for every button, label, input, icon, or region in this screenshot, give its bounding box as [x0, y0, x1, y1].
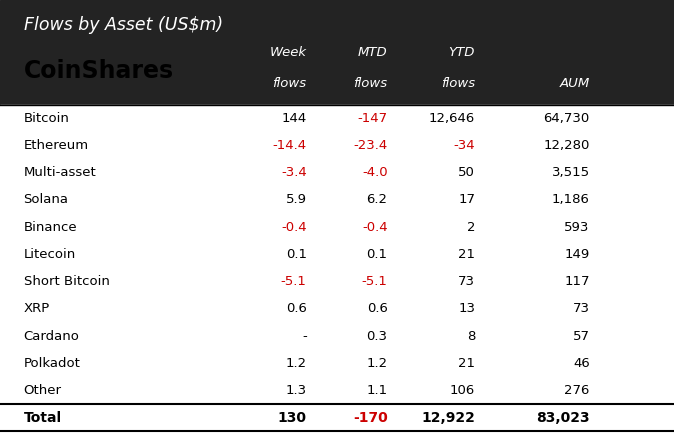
Text: -: -: [302, 330, 307, 343]
Text: Flows by Asset (US$m): Flows by Asset (US$m): [24, 16, 222, 33]
Text: 13: 13: [458, 302, 475, 316]
Bar: [0, 105, 674, 445]
Text: 593: 593: [564, 221, 590, 234]
Text: 64,730: 64,730: [543, 112, 590, 125]
Text: -0.4: -0.4: [281, 221, 307, 234]
Text: 73: 73: [573, 302, 590, 316]
Text: -170: -170: [353, 411, 388, 425]
Text: 0.6: 0.6: [367, 302, 388, 316]
Text: 21: 21: [458, 357, 475, 370]
Text: flows: flows: [272, 77, 307, 90]
Text: 17: 17: [458, 194, 475, 206]
Text: Bitcoin: Bitcoin: [24, 112, 69, 125]
Text: -5.1: -5.1: [281, 275, 307, 288]
Text: 2: 2: [466, 221, 475, 234]
Text: MTD: MTD: [358, 46, 388, 59]
Text: YTD: YTD: [449, 46, 475, 59]
Text: -4.0: -4.0: [362, 166, 388, 179]
Text: 0.1: 0.1: [367, 248, 388, 261]
Text: Ethereum: Ethereum: [24, 139, 89, 152]
Text: Other: Other: [24, 384, 61, 397]
Text: 3,515: 3,515: [551, 166, 590, 179]
Text: Solana: Solana: [24, 194, 69, 206]
Text: Week: Week: [270, 46, 307, 59]
Text: Total: Total: [24, 411, 62, 425]
Text: 149: 149: [565, 248, 590, 261]
Text: 46: 46: [573, 357, 590, 370]
Text: 144: 144: [282, 112, 307, 125]
Text: CoinShares: CoinShares: [24, 59, 174, 83]
Text: -3.4: -3.4: [281, 166, 307, 179]
Text: 1.3: 1.3: [286, 384, 307, 397]
Text: flows: flows: [441, 77, 475, 90]
Text: flows: flows: [353, 77, 388, 90]
Text: -5.1: -5.1: [362, 275, 388, 288]
Bar: [0, 0, 674, 105]
Text: 0.3: 0.3: [367, 330, 388, 343]
Text: 106: 106: [450, 384, 475, 397]
Text: AUM: AUM: [559, 77, 590, 90]
Text: 1.2: 1.2: [286, 357, 307, 370]
Text: -14.4: -14.4: [272, 139, 307, 152]
Text: 83,023: 83,023: [536, 411, 590, 425]
Text: 0.1: 0.1: [286, 248, 307, 261]
Text: 12,646: 12,646: [429, 112, 475, 125]
Text: Short Bitcoin: Short Bitcoin: [24, 275, 109, 288]
Text: 0.6: 0.6: [286, 302, 307, 316]
Text: 12,922: 12,922: [421, 411, 475, 425]
Text: 12,280: 12,280: [543, 139, 590, 152]
Text: -147: -147: [357, 112, 388, 125]
Text: 130: 130: [278, 411, 307, 425]
Text: 1.1: 1.1: [367, 384, 388, 397]
Text: XRP: XRP: [24, 302, 50, 316]
Text: 117: 117: [564, 275, 590, 288]
Text: -0.4: -0.4: [362, 221, 388, 234]
Text: Polkadot: Polkadot: [24, 357, 80, 370]
Text: 276: 276: [564, 384, 590, 397]
Text: 5.9: 5.9: [286, 194, 307, 206]
Text: 21: 21: [458, 248, 475, 261]
Text: 6.2: 6.2: [367, 194, 388, 206]
Text: 1.2: 1.2: [367, 357, 388, 370]
Text: 8: 8: [467, 330, 475, 343]
Text: Multi-asset: Multi-asset: [24, 166, 96, 179]
Text: 73: 73: [458, 275, 475, 288]
Text: Binance: Binance: [24, 221, 78, 234]
Text: Litecoin: Litecoin: [24, 248, 76, 261]
Text: 50: 50: [458, 166, 475, 179]
Text: 57: 57: [573, 330, 590, 343]
Text: -34: -34: [454, 139, 475, 152]
Text: 1,186: 1,186: [552, 194, 590, 206]
Text: Cardano: Cardano: [24, 330, 80, 343]
Text: -23.4: -23.4: [353, 139, 388, 152]
